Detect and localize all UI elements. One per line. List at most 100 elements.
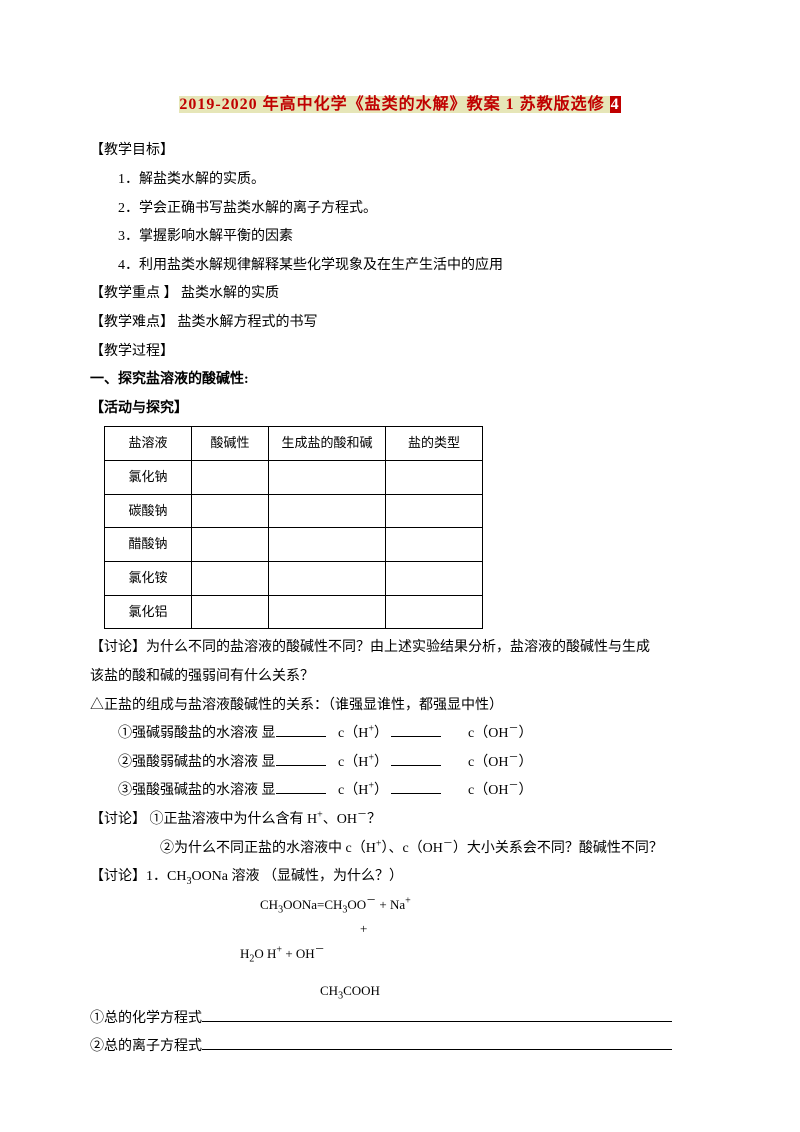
- cell-empty: [192, 595, 269, 629]
- discuss-1a: 【讨论】为什么不同的盐溶液的酸碱性不同？由上述实验结果分析，盐溶液的酸碱性与生成: [90, 635, 710, 662]
- cell-name: 氯化钠: [105, 461, 192, 495]
- cell-empty: [192, 562, 269, 596]
- c-h: c（H: [338, 783, 368, 798]
- eq-na: + Na: [376, 897, 405, 912]
- table-row: 醋酸钠: [105, 528, 483, 562]
- triangle-rule: △正盐的组成与盐溶液酸碱性的关系：（谁强显谁性，都强显中性）: [90, 693, 710, 720]
- blank-line: [202, 1035, 672, 1050]
- question-2: ②总的离子方程式: [90, 1034, 710, 1061]
- eq-cooh: COOH: [343, 983, 380, 998]
- table-header-row: 盐溶液 酸碱性 生成盐的酸和碱 盐的类型: [105, 427, 483, 461]
- paren: ）: [518, 755, 532, 770]
- eq-h: H: [240, 946, 249, 961]
- cell-empty: [386, 595, 483, 629]
- equation-line-4: CH3COOH: [90, 979, 710, 1004]
- c-oh: c（OH: [468, 726, 508, 741]
- cell-empty: [192, 461, 269, 495]
- objectives-heading: 【教学目标】: [90, 138, 710, 165]
- question-1: ①总的化学方程式: [90, 1006, 710, 1033]
- doc-title: 2019-2020 年高中化学《盐类的水解》教案 1 苏教版选修 4: [90, 90, 710, 120]
- eq-ch: CH: [260, 897, 278, 912]
- cell-name: 醋酸钠: [105, 528, 192, 562]
- paren: ）: [374, 783, 388, 798]
- cell-name: 氯化铵: [105, 562, 192, 596]
- eq-plus: +: [360, 921, 367, 936]
- cell-empty: [386, 528, 483, 562]
- cell-empty: [192, 494, 269, 528]
- rel3-label: ③强酸强碱盐的水溶液 显: [118, 783, 276, 798]
- difficult-heading: 【教学难点】 盐类水解方程式的书写: [90, 310, 710, 337]
- d2b-text2: ）、c（OH: [381, 841, 442, 856]
- cell-empty: [269, 528, 386, 562]
- sup-minus: －: [508, 752, 518, 763]
- blank-line: [202, 1007, 672, 1022]
- blank-field: [391, 722, 441, 737]
- paren: ）: [374, 755, 388, 770]
- relation-line-1: ①强碱弱酸盐的水溶液 显 c（H+） c（OH－）: [90, 721, 710, 748]
- cell-name: 碳酸钠: [105, 494, 192, 528]
- sup-minus: －: [357, 809, 367, 820]
- cell-empty: [269, 461, 386, 495]
- d2a-q: ？: [367, 812, 381, 827]
- equation-line-3: H2O H+ + OH－: [90, 942, 710, 967]
- cell-empty: [269, 562, 386, 596]
- d3-text2: OONa 溶液 （显碱性，为什么？）: [191, 869, 403, 884]
- th-acidity: 酸碱性: [192, 427, 269, 461]
- objective-4: 4．利用盐类水解规律解释某些化学现象及在生产生活中的应用: [90, 253, 710, 280]
- cell-empty: [386, 461, 483, 495]
- sup-minus: －: [315, 945, 325, 956]
- d2a-text2: 、OH: [323, 812, 357, 827]
- blank-field: [276, 779, 326, 794]
- objective-1: 1．解盐类水解的实质。: [90, 167, 710, 194]
- discuss-3: 【讨论】1．CH3OONa 溶液 （显碱性，为什么？）: [90, 864, 710, 891]
- q2-label: ②总的离子方程式: [90, 1039, 202, 1054]
- blank-field: [391, 751, 441, 766]
- part1-heading: 一、探究盐溶液的酸碱性:: [90, 367, 710, 394]
- eq-oona: OONa=CH: [283, 897, 342, 912]
- objective-2: 2．学会正确书写盐类水解的离子方程式。: [90, 196, 710, 223]
- sup-minus: －: [508, 781, 518, 792]
- table-row: 碳酸钠: [105, 494, 483, 528]
- cell-name: 氯化铝: [105, 595, 192, 629]
- salt-table: 盐溶液 酸碱性 生成盐的酸和碱 盐的类型 氯化钠 碳酸钠 醋酸钠 氯化铵 氯化铝: [104, 426, 483, 629]
- cell-empty: [269, 494, 386, 528]
- table-row: 氯化钠: [105, 461, 483, 495]
- blank-field: [276, 751, 326, 766]
- equation-line-2: +: [90, 917, 710, 942]
- cell-empty: [192, 528, 269, 562]
- table-row: 氯化铵: [105, 562, 483, 596]
- c-oh: c（OH: [468, 755, 508, 770]
- d3-text: 【讨论】1．CH: [90, 869, 186, 884]
- cell-empty: [269, 595, 386, 629]
- activity-heading: 【活动与探究】: [90, 396, 710, 423]
- th-solution: 盐溶液: [105, 427, 192, 461]
- rel2-label: ②强酸弱碱盐的水溶液 显: [118, 755, 276, 770]
- paren: ）: [374, 726, 388, 741]
- sup-plus: +: [405, 895, 411, 906]
- equation-line-1: CH3OONa=CH3OO－ + Na+: [90, 893, 710, 918]
- d2b-text: ②为什么不同正盐的水溶液中 c（H: [160, 841, 376, 856]
- blank-field: [391, 779, 441, 794]
- relation-line-2: ②强酸弱碱盐的水溶液 显 c（H+） c（OH－）: [90, 750, 710, 777]
- eq-oo: OO: [347, 897, 366, 912]
- cell-empty: [386, 494, 483, 528]
- c-h: c（H: [338, 726, 368, 741]
- discuss-2a: 【讨论】 ①正盐溶液中为什么含有 H+、OH－？: [90, 807, 710, 834]
- sup-minus: －: [443, 838, 453, 849]
- d2b-text3: ）大小关系会不同？酸碱性不同？: [453, 841, 663, 856]
- blank-field: [276, 722, 326, 737]
- d2a-text: 【讨论】 ①正盐溶液中为什么含有 H: [90, 812, 317, 827]
- cell-empty: [386, 562, 483, 596]
- rel1-label: ①强碱弱酸盐的水溶液 显: [118, 726, 276, 741]
- paren: ）: [518, 726, 532, 741]
- table-row: 氯化铝: [105, 595, 483, 629]
- title-mid: 年高中化学《盐类的水解》教案 1 苏教版选修: [258, 96, 610, 113]
- focus-heading: 【教学重点 】 盐类水解的实质: [90, 281, 710, 308]
- objective-3: 3．掌握影响水解平衡的因素: [90, 224, 710, 251]
- discuss-1b: 该盐的酸和碱的强弱间有什么关系？: [90, 664, 710, 691]
- eq-oh: + OH: [282, 946, 315, 961]
- eq-ch3: CH: [320, 983, 338, 998]
- title-year: 2019-2020: [179, 96, 257, 113]
- th-type: 盐的类型: [386, 427, 483, 461]
- process-heading: 【教学过程】: [90, 339, 710, 366]
